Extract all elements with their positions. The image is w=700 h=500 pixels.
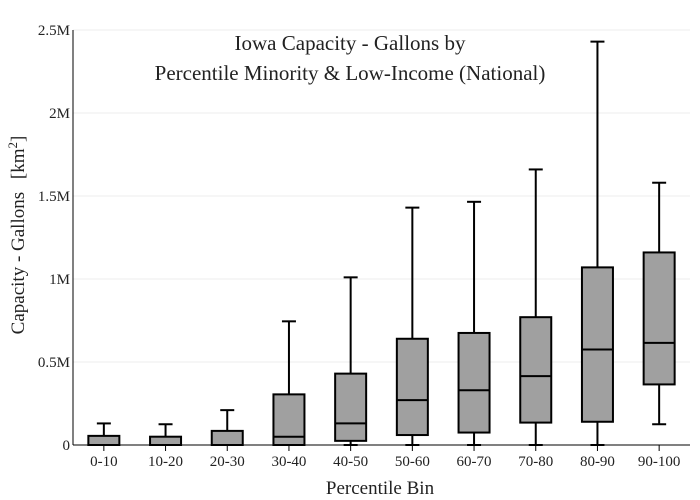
box-iqr [580,266,614,423]
x-tick-label: 10-20 [148,454,183,470]
y-tick-label: 2M [49,106,70,122]
chart-title-line-2: Percentile Minority & Low-Income (Nation… [155,61,546,85]
box-10-20 [149,423,183,447]
x-tick-label: 70-80 [518,454,553,470]
x-tick-label: 90-100 [638,454,681,470]
box-50-60 [395,206,429,446]
y-tick-labels: 0 0.5M 1M 1.5M 2M 2.5M [38,23,70,454]
y-tick-label: 1.5M [38,189,70,205]
x-tick-label: 20-30 [210,454,245,470]
box-80-90 [580,40,614,446]
y-axis-label-text: Capacity - Gallons [8,192,29,334]
box-70-80 [519,168,553,446]
box-iqr [642,251,676,386]
box-iqr [457,331,491,434]
box-iqr [87,434,121,446]
y-axis-label: Capacity - Gallons [km2] [5,136,29,335]
y-tick-label: 0 [63,438,71,454]
box-series [87,40,676,447]
x-tick-label: 30-40 [271,454,306,470]
box-60-70 [457,200,491,446]
box-iqr [519,316,553,424]
y-tick-label: 1M [49,272,70,288]
box-iqr [395,337,429,437]
x-tick-label: 0-10 [90,454,118,470]
box-30-40 [272,320,306,446]
box-iqr [210,429,244,447]
x-axis-label: Percentile Bin [326,478,435,499]
box-20-30 [210,409,244,447]
x-tick-labels: 0-10 10-20 20-30 30-40 40-50 50-60 60-70 70-80 8… [90,454,680,470]
y-tick-label: 2.5M [38,23,70,39]
y-axis-label-unit-close: ] [8,136,29,142]
x-tick-label: 50-60 [395,454,430,470]
y-axis-label-unit: [km [8,148,29,179]
box-0-10 [87,422,121,446]
box-90-100 [642,181,676,426]
box-iqr [149,435,183,447]
x-tick-label: 40-50 [333,454,368,470]
y-tick-label: 0.5M [38,355,70,371]
x-tick-label: 60-70 [457,454,492,470]
chart-title-line-1: Iowa Capacity - Gallons by [235,31,466,55]
y-axis-label-unit-sup: 2 [5,142,20,149]
box-40-50 [334,276,368,446]
axes [72,30,690,451]
x-tick-label: 80-90 [580,454,615,470]
box-iqr [334,372,368,442]
